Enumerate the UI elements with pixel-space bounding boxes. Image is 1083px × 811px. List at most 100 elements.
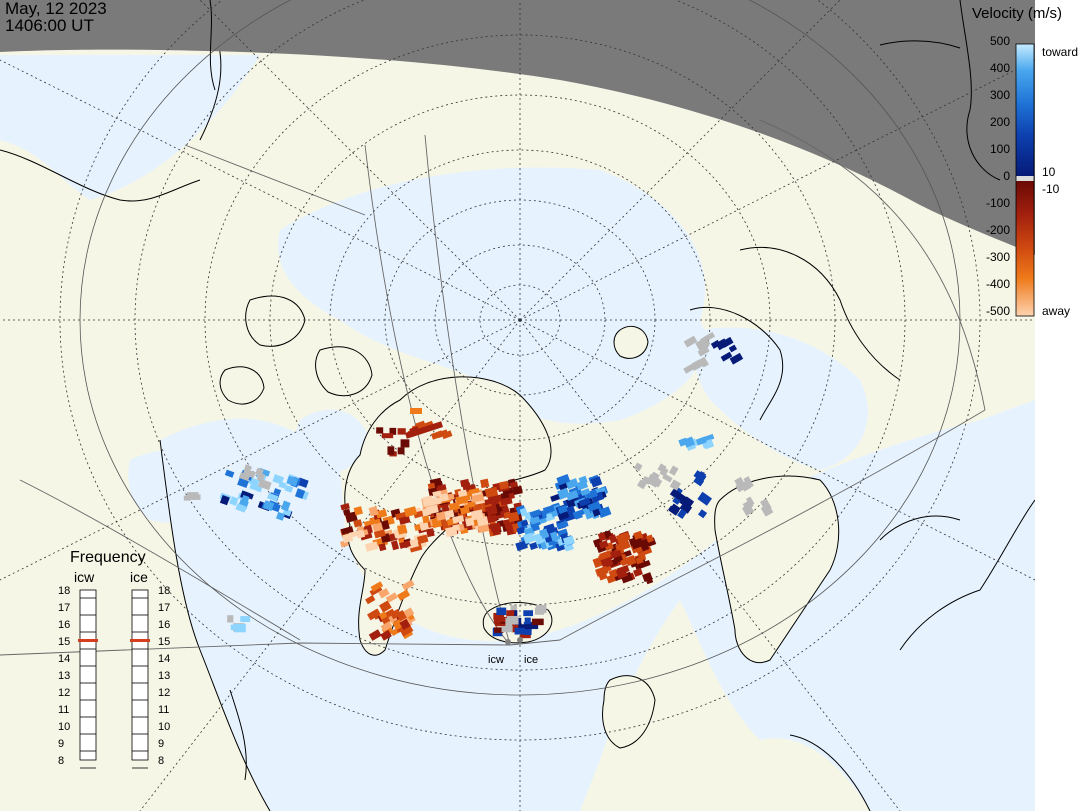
echo-cell — [284, 484, 294, 493]
echo-cell — [401, 579, 415, 591]
echo-cell — [635, 556, 644, 565]
echo-cell — [575, 479, 589, 491]
ice-frequency-number: 8 — [158, 755, 165, 767]
baffin-bay — [295, 409, 370, 474]
echo-cell — [380, 621, 393, 632]
icw-selected-frequency-marker — [78, 639, 98, 642]
north-america-coast — [159, 439, 271, 811]
toward-gradient — [1016, 44, 1034, 176]
icw-frequency-number: 13 — [58, 670, 71, 682]
echo-cell — [506, 610, 515, 617]
echo-cell — [379, 600, 392, 613]
echo-cell — [229, 496, 239, 506]
echo-cell — [353, 506, 363, 516]
echo-cell — [720, 351, 733, 362]
ice-frequency-label: ice — [130, 569, 148, 585]
echo-cell — [531, 618, 544, 626]
echo-cell — [227, 615, 234, 623]
velocity-legend-title: Velocity (m/s) — [972, 5, 1063, 22]
echo-cell — [557, 511, 570, 521]
echo-cell — [520, 520, 529, 527]
echo-cell — [745, 496, 755, 507]
echo-cell — [515, 540, 528, 552]
night-coastline — [209, 0, 1001, 181]
echo-cell — [633, 462, 643, 472]
echo-cell — [529, 509, 542, 518]
echo-cell — [344, 511, 358, 523]
echo-cell — [255, 467, 264, 477]
echo-cell — [608, 549, 623, 560]
echo-cell — [521, 626, 532, 632]
echo-cell — [380, 520, 390, 531]
velocity-colorbar — [1015, 43, 1035, 317]
echo-cell — [340, 526, 354, 535]
echo-cell — [524, 617, 531, 625]
echo-cell — [668, 505, 680, 516]
ice-frequency-number: 15 — [158, 636, 171, 648]
zero-band — [1016, 176, 1034, 181]
echo-cell — [224, 469, 235, 478]
echo-cell — [249, 482, 263, 493]
echo-cell — [340, 503, 350, 511]
velocity-tick: 400 — [989, 61, 1010, 75]
echo-cell — [403, 506, 418, 518]
echo-cell — [398, 515, 411, 525]
echo-cell — [368, 506, 379, 517]
echo-cell — [509, 481, 519, 489]
echo-cell — [659, 467, 669, 477]
echo-cell — [219, 495, 230, 506]
echo-cell — [500, 496, 513, 506]
echo-cell — [501, 625, 513, 633]
velocity-tick: -200 — [985, 223, 1010, 237]
echo-cell — [378, 543, 387, 552]
echo-cell — [240, 494, 250, 505]
echo-cell — [452, 515, 465, 524]
echo-cell — [186, 492, 199, 499]
away-gradient — [1016, 181, 1034, 316]
echo-cell — [507, 511, 520, 523]
echo-cell — [592, 508, 601, 517]
ice-frequency-number: 16 — [158, 619, 171, 631]
echo-cell — [441, 505, 450, 512]
echo-cell — [542, 504, 556, 515]
echo-cell — [504, 520, 514, 529]
echo-cell — [493, 616, 501, 624]
echo-cell — [514, 627, 525, 635]
echo-cell — [710, 339, 721, 349]
russian-coast — [689, 246, 901, 421]
radar-fov — [0, 119, 986, 656]
echo-cell — [501, 505, 509, 514]
echo-cell — [483, 498, 495, 506]
echo-cell — [262, 500, 275, 512]
lower-threshold-label: -10 — [1042, 182, 1060, 196]
echo-cell — [683, 436, 695, 448]
frequency-title: Frequency — [70, 549, 146, 566]
echo-cell — [430, 430, 444, 440]
echo-cell — [485, 488, 493, 496]
echo-cell — [572, 509, 585, 518]
echo-cell — [735, 482, 745, 493]
echo-cell — [380, 629, 392, 641]
icw-frequency-label: icw — [74, 569, 95, 585]
echo-cell — [389, 608, 402, 620]
echo-cell — [534, 536, 544, 545]
frequency-scales — [78, 589, 150, 769]
velocity-tick: 200 — [989, 115, 1010, 129]
echo-cell — [630, 538, 644, 550]
echo-cell — [549, 531, 559, 542]
echo-cell — [695, 436, 707, 446]
europe-coast — [789, 499, 1035, 811]
date-label: May, 12 2023 — [5, 0, 107, 18]
icw-frequency-number: 18 — [58, 585, 71, 597]
colorbar-outline — [1015, 43, 1035, 317]
ice-frequency-number: 17 — [158, 602, 171, 614]
echo-cell — [649, 476, 663, 488]
icw-frequency-number: 10 — [58, 721, 71, 733]
echo-cell — [353, 519, 363, 528]
echo-cell — [381, 433, 394, 439]
echo-cell — [373, 529, 386, 539]
echo-cell — [522, 532, 535, 544]
echo-cell — [715, 338, 729, 351]
echo-cell — [498, 480, 509, 490]
